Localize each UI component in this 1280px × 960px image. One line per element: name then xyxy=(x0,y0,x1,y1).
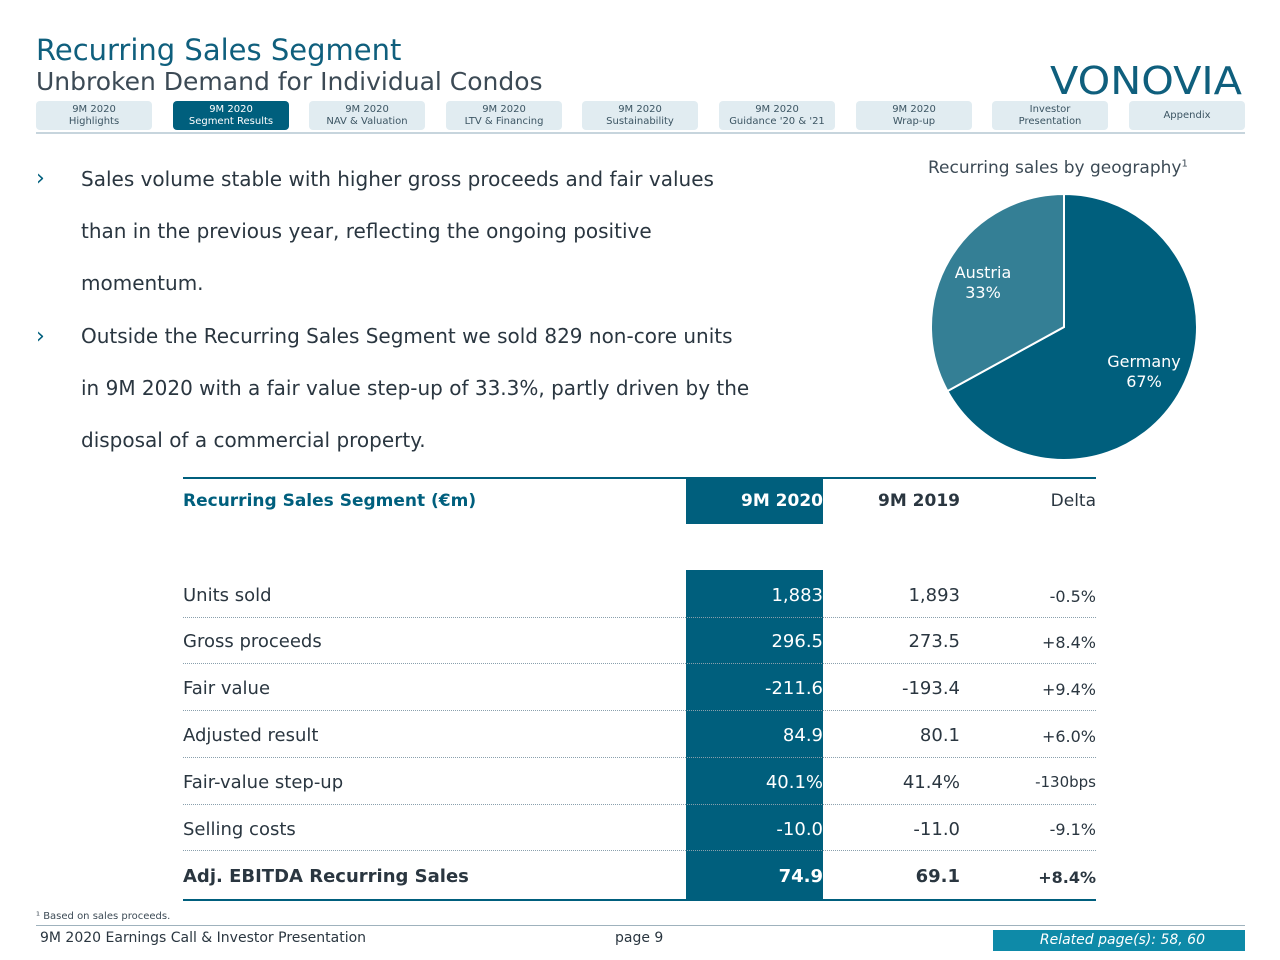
footnote: ¹ Based on sales proceeds. xyxy=(36,911,171,922)
pie-slice-germany xyxy=(946,192,1198,461)
tab-ltv-financing[interactable]: 9M 2020 LTV & Financing xyxy=(446,101,562,130)
row-label: Adj. EBITDA Recurring Sales xyxy=(183,866,469,887)
row-divider xyxy=(183,710,1096,711)
row-value-delta: +9.4% xyxy=(1041,680,1096,699)
pie-value-germany: 67% xyxy=(1126,372,1162,391)
page-title: Recurring Sales Segment xyxy=(36,33,402,67)
row-value-9m2019: 41.4% xyxy=(902,772,960,793)
tab-appendix[interactable]: Appendix xyxy=(1129,101,1245,130)
row-value-delta: +6.0% xyxy=(1041,727,1096,746)
pie-label-austria: Austria xyxy=(955,263,1012,282)
tab-line2: Presentation xyxy=(1018,115,1082,127)
vonovia-logo: VONOVIA xyxy=(1050,60,1242,100)
chart-title: Recurring sales by geography1 xyxy=(928,158,1188,178)
chart-title-footnote: 1 xyxy=(1181,158,1188,170)
tab-line1: 9M 2020 xyxy=(618,103,662,115)
row-value-9m2019: 69.1 xyxy=(915,866,960,887)
table-top-rule xyxy=(183,477,1096,479)
highlight-column-body-bg xyxy=(686,570,823,901)
table-header-label: Recurring Sales Segment (€m) xyxy=(183,491,477,511)
pie-label-germany: Germany xyxy=(1107,352,1181,371)
row-value-delta: +8.4% xyxy=(1041,633,1096,652)
tab-line1: Investor xyxy=(1029,103,1071,115)
bullet-1-line-2: than in the previous year, reflecting th… xyxy=(81,219,652,243)
bullet-2-line-2: in 9M 2020 with a fair value step-up of … xyxy=(81,376,750,400)
highlight-column-header-bg xyxy=(686,477,823,524)
bullet-1-line-3: momentum. xyxy=(81,271,204,295)
tab-line2: LTV & Financing xyxy=(464,115,544,127)
tab-line2: Wrap-up xyxy=(892,115,936,127)
tab-line1: 9M 2020 xyxy=(345,103,389,115)
row-value-delta: -130bps xyxy=(1035,773,1096,791)
row-value-9m2020: 1,883 xyxy=(771,585,823,606)
table-header-col3: Delta xyxy=(1050,491,1096,511)
tab-highlights[interactable]: 9M 2020 Highlights xyxy=(36,101,152,130)
bullet-2-line-1: Outside the Recurring Sales Segment we s… xyxy=(81,324,733,348)
row-value-9m2020: 40.1% xyxy=(765,772,823,793)
footer-divider xyxy=(36,925,1245,926)
row-divider xyxy=(183,757,1096,758)
svg-text:VONOVIA: VONOVIA xyxy=(1050,60,1242,100)
tab-line1: 9M 2020 xyxy=(72,103,116,115)
row-label: Selling costs xyxy=(183,819,296,840)
row-label: Fair-value step-up xyxy=(183,772,344,793)
pie-value-austria: 33% xyxy=(965,283,1001,302)
section-nav: 9M 2020 Highlights 9M 2020 Segment Results… xyxy=(36,101,1245,131)
tab-line2: Highlights xyxy=(68,115,120,127)
tab-line2: NAV & Valuation xyxy=(326,115,408,127)
row-divider xyxy=(183,663,1096,664)
row-label: Adjusted result xyxy=(183,725,319,746)
related-pages-link[interactable]: Related page(s): 58, 60 xyxy=(993,930,1245,951)
row-label: Fair value xyxy=(183,678,271,699)
tab-segment-results[interactable]: 9M 2020 Segment Results xyxy=(173,101,289,130)
tab-wrap-up[interactable]: 9M 2020 Wrap-up xyxy=(856,101,972,130)
tab-line2: Segment Results xyxy=(188,115,274,127)
table-bottom-rule xyxy=(183,899,1096,901)
chevron-right-icon: › xyxy=(36,166,45,191)
bullet-1-line-1: Sales volume stable with higher gross pr… xyxy=(81,167,714,191)
tab-line1: 9M 2020 xyxy=(755,103,799,115)
chevron-right-icon: › xyxy=(36,324,45,349)
footer-presentation-title: 9M 2020 Earnings Call & Investor Present… xyxy=(40,930,367,946)
row-value-9m2019: 273.5 xyxy=(908,631,960,652)
table-header-col1: 9M 2020 xyxy=(741,491,823,511)
nav-divider xyxy=(36,132,1245,134)
row-value-delta: -9.1% xyxy=(1049,820,1096,839)
tab-guidance[interactable]: 9M 2020 Guidance '20 & '21 xyxy=(719,101,835,130)
row-value-delta: +8.4% xyxy=(1038,868,1096,887)
row-value-9m2019: -11.0 xyxy=(913,819,960,840)
page-subtitle: Unbroken Demand for Individual Condos xyxy=(36,67,543,96)
tab-line2: Sustainability xyxy=(606,115,674,127)
row-value-9m2020: 84.9 xyxy=(782,725,823,746)
tab-nav-valuation[interactable]: 9M 2020 NAV & Valuation xyxy=(309,101,425,130)
tab-line1: 9M 2020 xyxy=(892,103,936,115)
table-header-col2: 9M 2019 xyxy=(878,491,960,511)
pie-slice-austria xyxy=(930,192,1065,393)
row-value-9m2020: 296.5 xyxy=(771,631,823,652)
tab-line2: Guidance '20 & '21 xyxy=(729,115,825,127)
tab-investor-presentation[interactable]: Investor Presentation xyxy=(992,101,1108,130)
row-value-9m2020: -10.0 xyxy=(776,819,823,840)
chart-title-text: Recurring sales by geography xyxy=(928,158,1182,178)
row-value-9m2019: -193.4 xyxy=(901,678,960,699)
row-label: Gross proceeds xyxy=(183,631,322,652)
tab-line1: Appendix xyxy=(1163,109,1211,121)
row-value-9m2019: 1,893 xyxy=(908,585,960,606)
bullet-2-line-3: disposal of a commercial property. xyxy=(81,428,426,452)
tab-line1: 9M 2020 xyxy=(209,103,253,115)
row-divider xyxy=(183,850,1096,851)
row-label: Units sold xyxy=(183,585,272,606)
row-divider xyxy=(183,804,1096,805)
page-number: page 9 xyxy=(615,930,664,946)
row-value-9m2020: -211.6 xyxy=(764,678,823,699)
tab-line1: 9M 2020 xyxy=(482,103,526,115)
row-value-delta: -0.5% xyxy=(1049,587,1096,606)
row-value-9m2020: 74.9 xyxy=(778,866,823,887)
tab-sustainability[interactable]: 9M 2020 Sustainability xyxy=(582,101,698,130)
row-value-9m2019: 80.1 xyxy=(919,725,960,746)
row-divider xyxy=(183,617,1096,618)
